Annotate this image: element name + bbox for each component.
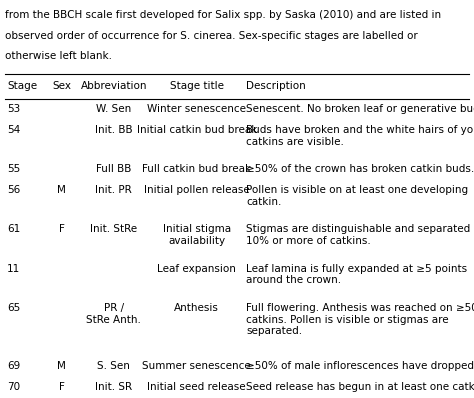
Text: Stigmas are distinguishable and separated on
10% or more of catkins.: Stigmas are distinguishable and separate…: [246, 224, 474, 246]
Text: 69: 69: [7, 361, 20, 371]
Text: Initial catkin bud break: Initial catkin bud break: [137, 125, 257, 135]
Text: Init. BB: Init. BB: [95, 125, 133, 135]
Text: F: F: [59, 382, 64, 392]
Text: 70: 70: [7, 382, 20, 392]
Text: Initial seed release: Initial seed release: [147, 382, 246, 392]
Text: ≥50% of male inflorescences have dropped.: ≥50% of male inflorescences have dropped…: [246, 361, 474, 371]
Text: Buds have broken and the white hairs of young
catkins are visible.: Buds have broken and the white hairs of …: [246, 125, 474, 146]
Text: Full flowering. Anthesis was reached on ≥50% of
catkins. Pollen is visible or st: Full flowering. Anthesis was reached on …: [246, 303, 474, 336]
Text: Leaf expansion: Leaf expansion: [157, 264, 236, 274]
Text: Abbreviation: Abbreviation: [81, 81, 147, 91]
Text: Anthesis: Anthesis: [174, 303, 219, 313]
Text: 11: 11: [7, 264, 20, 274]
Text: Full catkin bud break: Full catkin bud break: [142, 164, 251, 174]
Text: 61: 61: [7, 224, 20, 234]
Text: ≥50% of the crown has broken catkin buds.: ≥50% of the crown has broken catkin buds…: [246, 164, 474, 174]
Text: otherwise left blank.: otherwise left blank.: [5, 51, 112, 61]
Text: Leaf lamina is fully expanded at ≥5 points
around the crown.: Leaf lamina is fully expanded at ≥5 poin…: [246, 264, 468, 285]
Text: Description: Description: [246, 81, 306, 91]
Text: Stage title: Stage title: [170, 81, 224, 91]
Text: 56: 56: [7, 185, 20, 195]
Text: PR /
StRe Anth.: PR / StRe Anth.: [86, 303, 141, 325]
Text: 65: 65: [7, 303, 20, 313]
Text: Init. PR: Init. PR: [95, 185, 132, 195]
Text: W. Sen: W. Sen: [96, 104, 131, 114]
Text: M: M: [57, 185, 66, 195]
Text: Initial pollen release: Initial pollen release: [144, 185, 250, 195]
Text: M: M: [57, 361, 66, 371]
Text: 53: 53: [7, 104, 20, 114]
Text: Senescent. No broken leaf or generative buds.: Senescent. No broken leaf or generative …: [246, 104, 474, 114]
Text: Sex: Sex: [52, 81, 71, 91]
Text: Seed release has begun in at least one catkin.: Seed release has begun in at least one c…: [246, 382, 474, 392]
Text: Summer senescence: Summer senescence: [142, 361, 251, 371]
Text: Full BB: Full BB: [96, 164, 131, 174]
Text: Pollen is visible on at least one developing
catkin.: Pollen is visible on at least one develo…: [246, 185, 469, 207]
Text: Stage: Stage: [7, 81, 37, 91]
Text: from the BBCH scale first developed for Salix spp. by Saska (2010) and are liste: from the BBCH scale first developed for …: [5, 10, 441, 20]
Text: Init. StRe: Init. StRe: [90, 224, 137, 234]
Text: S. Sen: S. Sen: [97, 361, 130, 371]
Text: Winter senescence: Winter senescence: [147, 104, 246, 114]
Text: F: F: [59, 224, 64, 234]
Text: observed order of occurrence for S. cinerea. Sex-specific stages are labelled or: observed order of occurrence for S. cine…: [5, 31, 418, 41]
Text: 54: 54: [7, 125, 20, 135]
Text: 55: 55: [7, 164, 20, 174]
Text: Init. SR: Init. SR: [95, 382, 132, 392]
Text: Initial stigma
availability: Initial stigma availability: [163, 224, 231, 246]
